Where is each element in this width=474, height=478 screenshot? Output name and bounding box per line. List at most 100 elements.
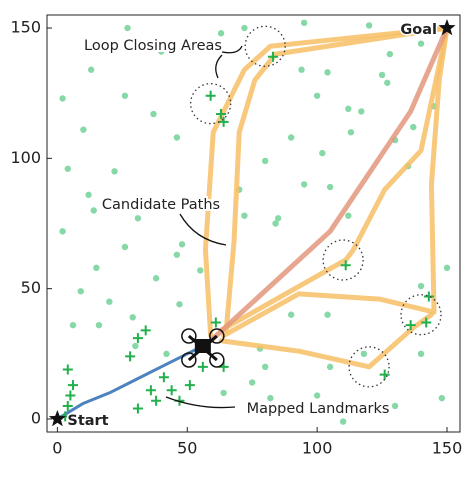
landmark [197, 267, 204, 274]
landmark [150, 110, 157, 118]
mapped-landmark [132, 333, 143, 344]
landmark [378, 71, 386, 79]
landmark [220, 389, 227, 397]
landmark [384, 79, 391, 86]
drone-body [194, 338, 211, 353]
landmark [360, 350, 368, 358]
landmark [87, 66, 95, 73]
rotor [181, 352, 197, 368]
point-label: Goal [400, 22, 437, 38]
path-line [223, 25, 450, 333]
star-marker [438, 19, 456, 36]
landmark [241, 24, 248, 32]
landmark [64, 165, 71, 172]
mapped-landmark [197, 361, 208, 372]
landmark [298, 66, 305, 73]
point-label: Start [67, 413, 108, 429]
landmark [287, 134, 295, 141]
x-tick-label: 50 [177, 439, 197, 458]
landmark [274, 215, 282, 222]
landmark [59, 95, 66, 102]
landmark [124, 24, 131, 32]
landmark [324, 311, 331, 318]
landmark [129, 314, 136, 321]
landmark [313, 392, 321, 399]
mapped-landmark [132, 403, 143, 414]
landmark [173, 134, 181, 141]
arrow [221, 45, 243, 54]
landmark [300, 181, 308, 188]
path-line [202, 25, 450, 339]
landmark [261, 363, 269, 371]
star-marker [48, 410, 66, 427]
landmark [345, 105, 352, 113]
landmark [106, 298, 113, 305]
landmark [339, 418, 347, 425]
landmark [77, 288, 84, 295]
mapped-landmark [140, 325, 151, 336]
landmark [139, 199, 147, 206]
landmark [347, 129, 355, 136]
landmark [287, 311, 295, 318]
path-line [208, 25, 450, 344]
landmark [111, 168, 118, 175]
landmark [121, 92, 129, 99]
landmark [59, 228, 66, 235]
annotation: Loop Closing Areas [84, 38, 222, 54]
mapped-landmark [158, 372, 169, 383]
landmark [261, 157, 269, 165]
landmark [158, 48, 165, 55]
mapped-landmark [145, 385, 156, 396]
y-tick-label: 150 [10, 18, 41, 37]
mapped-landmark [125, 351, 136, 362]
mapped-landmark [65, 390, 76, 401]
landmark [121, 243, 129, 251]
landmark [272, 220, 279, 227]
arrow [215, 54, 223, 79]
rotor [181, 328, 197, 344]
landmark [95, 321, 103, 329]
path-line [218, 312, 434, 370]
landmark [438, 394, 446, 402]
rotor [209, 352, 225, 368]
landmark [417, 40, 425, 47]
landmark [417, 282, 425, 290]
mapped-landmark [423, 291, 434, 302]
arrow [165, 396, 236, 409]
annotation: Candidate Paths [102, 197, 220, 213]
landmark [358, 108, 365, 115]
loop-area [244, 25, 286, 67]
loop-area [348, 346, 390, 388]
landmark [93, 264, 100, 272]
landmark [173, 251, 181, 258]
mapped-landmark [184, 380, 195, 391]
mapped-landmark [379, 369, 390, 380]
landmark [178, 241, 186, 248]
y-tick-label: 100 [10, 148, 41, 167]
landmark [90, 207, 97, 214]
mapped-landmark [205, 90, 216, 101]
rotor [209, 328, 225, 344]
mapped-landmark [218, 116, 229, 127]
mapped-landmark [216, 109, 227, 120]
y-tick-label: 0 [31, 408, 41, 427]
arrow [179, 213, 227, 246]
mapped-landmark [405, 320, 416, 331]
plot-area: 0 50 100 150 0 50 100 150 Start Goal Loop Closing … [10, 14, 463, 458]
x-tick-label: 150 [432, 439, 463, 458]
landmark [417, 350, 425, 358]
drone [181, 328, 225, 368]
landmark [326, 183, 334, 191]
landmark [324, 69, 331, 76]
axes-box [46, 14, 461, 433]
landmark [326, 363, 334, 371]
loop-area [189, 82, 232, 125]
arrows [165, 45, 243, 409]
mapped-landmark [340, 260, 351, 271]
mapped-landmark [166, 385, 177, 396]
landmark [217, 30, 225, 37]
landmark [80, 126, 87, 133]
mapped-landmark [151, 395, 162, 406]
mapped-landmark [67, 380, 78, 391]
